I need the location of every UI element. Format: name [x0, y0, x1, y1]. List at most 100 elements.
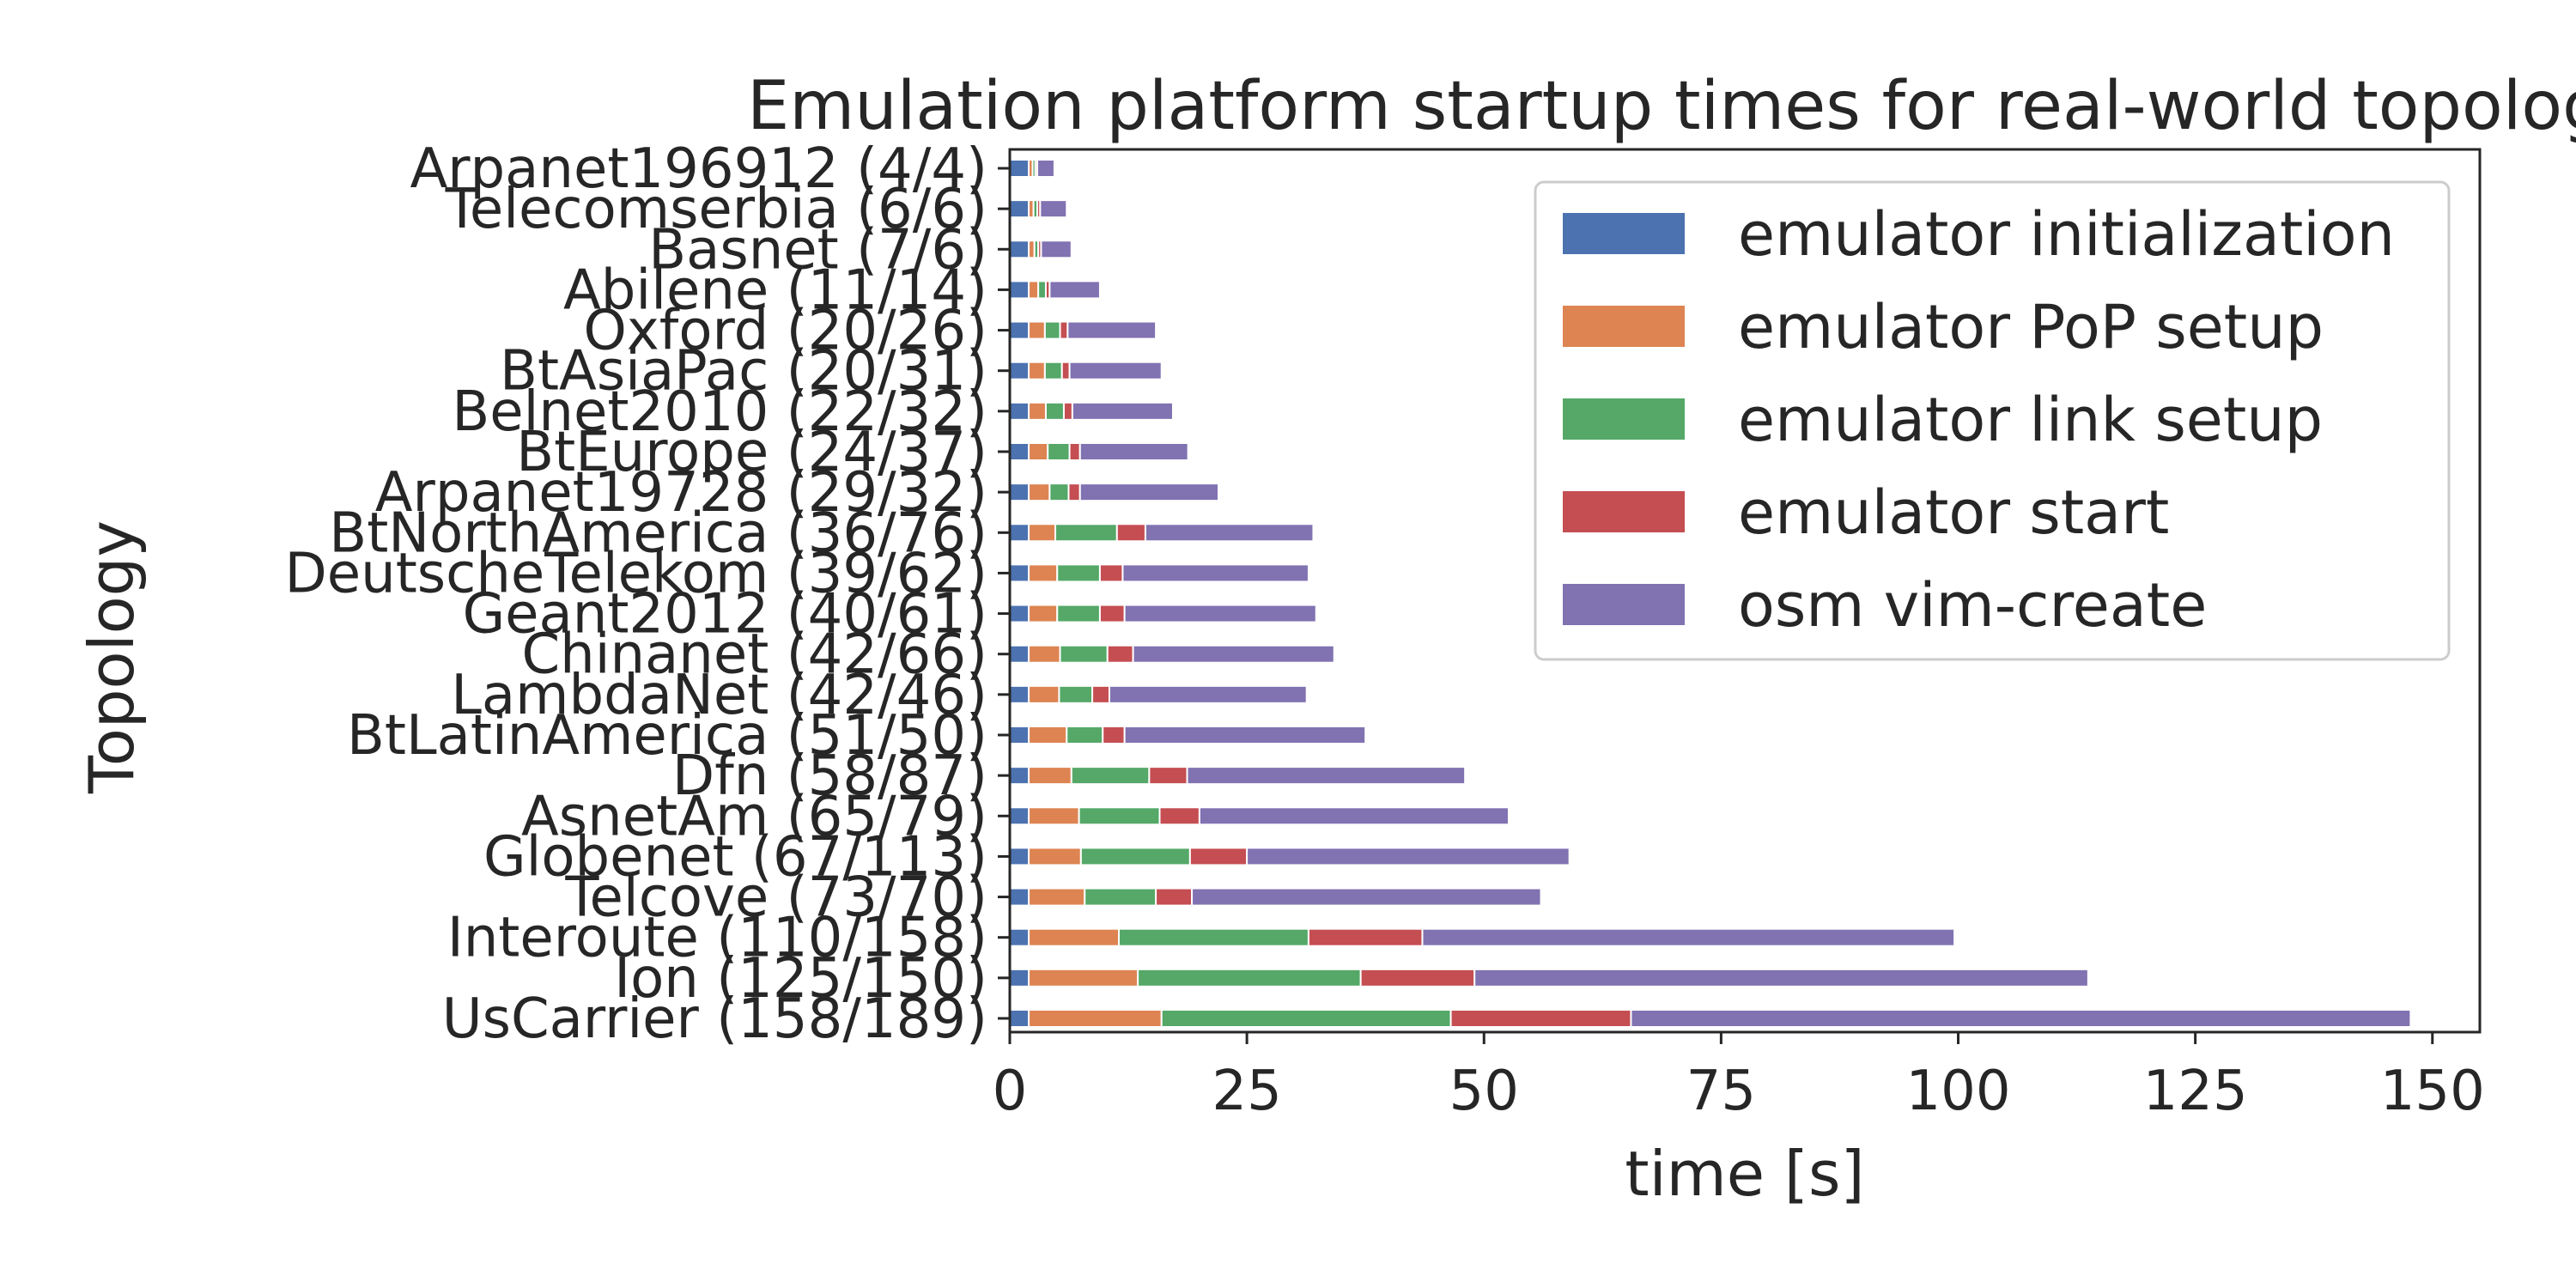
bar-segment-20-4: [1473, 968, 2089, 987]
bar-segment-1-4: [1039, 199, 1068, 219]
legend-swatch: [1563, 213, 1685, 254]
bar-segment-17-2: [1079, 847, 1191, 866]
bar-segment-10-2: [1056, 563, 1101, 583]
y-tick-label: LambdaNet (42/46): [451, 664, 987, 727]
x-tick-label: 125: [2143, 1060, 2248, 1123]
y-tick-label: Interoute (110/158): [447, 907, 987, 970]
bar-segment-9-3: [1115, 523, 1146, 543]
y-tick-label: BtEurope (24/37): [516, 421, 987, 484]
x-tick-label: 150: [2380, 1060, 2485, 1123]
bar-segment-15-0: [1009, 766, 1030, 786]
bar-segment-20-2: [1137, 968, 1362, 987]
bar-segment-7-3: [1068, 442, 1081, 461]
bar-segment-1-0: [1009, 199, 1030, 219]
y-tick-label: AsnetAm (65/79): [521, 785, 987, 848]
legend-swatch: [1563, 398, 1685, 440]
bar-segment-12-0: [1009, 644, 1030, 664]
bar-segment-20-0: [1009, 968, 1030, 987]
bar-segment-18-4: [1191, 887, 1542, 907]
legend-swatch: [1563, 491, 1685, 532]
y-tick-label: Dfn (58/87): [672, 744, 987, 808]
x-axis-ticks: 0 25 50 75 100 125 150: [993, 1032, 2485, 1123]
bar-segment-19-0: [1009, 927, 1030, 947]
bar-segment-21-0: [1009, 1009, 1030, 1028]
bar-segment-17-3: [1188, 847, 1249, 866]
bar-segment-16-4: [1198, 806, 1510, 826]
bar-segment-19-3: [1307, 927, 1424, 947]
bar-segment-2-0: [1009, 240, 1030, 259]
bar-segment-2-4: [1040, 240, 1072, 259]
bar-segment-13-2: [1058, 684, 1094, 704]
bar-segment-10-0: [1009, 563, 1030, 583]
bar-segment-9-4: [1144, 523, 1315, 543]
y-tick-label: UsCarrier (158/189): [442, 987, 987, 1051]
bar-segment-7-2: [1047, 442, 1071, 461]
y-tick-label: Belnet2010 (22/32): [452, 380, 987, 444]
y-tick-label: Oxford (20/26): [584, 300, 987, 363]
bar-segment-11-2: [1056, 604, 1101, 623]
legend-label: emulator start: [1738, 477, 2169, 548]
bar-segment-12-2: [1059, 644, 1109, 664]
bar-segment-5-3: [1060, 361, 1071, 380]
y-tick-label: DeutscheTelekom (39/62): [284, 542, 987, 605]
y-tick-label: Basnet (7/6): [648, 218, 987, 282]
bar-segment-7-1: [1028, 442, 1049, 461]
legend-swatch: [1563, 584, 1685, 625]
bar-segment-7-4: [1078, 442, 1189, 461]
legend: emulator initialization emulator PoP setu…: [1534, 180, 2451, 661]
bar-segment-16-3: [1158, 806, 1200, 826]
bar-segment-15-2: [1070, 766, 1151, 786]
bar-segment-5-0: [1009, 361, 1030, 380]
bar-segment-14-2: [1066, 726, 1104, 744]
bar-segment-9-0: [1009, 523, 1030, 543]
bar-segment-19-4: [1421, 927, 1956, 947]
bar-segment-11-4: [1123, 604, 1317, 623]
bar-segment-21-2: [1160, 1009, 1452, 1028]
bar-segment-10-4: [1121, 563, 1309, 583]
bar-segment-14-1: [1028, 726, 1068, 744]
bar-segment-7-0: [1009, 442, 1030, 461]
bar-segment-13-0: [1009, 684, 1030, 704]
bar-segment-3-4: [1048, 280, 1101, 300]
bar-segment-11-3: [1098, 604, 1126, 623]
bar-segment-4-3: [1059, 320, 1069, 340]
bar-segment-4-1: [1028, 320, 1046, 340]
bar-segment-8-4: [1078, 483, 1219, 502]
bar-segment-6-0: [1009, 401, 1030, 421]
y-tick-label: Ion (125/150): [614, 947, 987, 1011]
bar-segment-13-4: [1108, 684, 1308, 704]
bar-segment-20-3: [1359, 968, 1476, 987]
bar-segment-5-1: [1028, 361, 1046, 380]
bar-segment-5-4: [1068, 361, 1163, 380]
x-tick-label: 50: [1449, 1060, 1519, 1123]
bar-segment-13-3: [1091, 684, 1110, 704]
bar-segment-9-2: [1054, 523, 1118, 543]
y-tick-label: Globenet (67/113): [483, 825, 987, 889]
bar-segment-6-3: [1062, 401, 1073, 421]
x-tick-label: 0: [993, 1060, 1028, 1123]
x-tick-label: 25: [1212, 1060, 1281, 1123]
bar-segment-4-2: [1043, 320, 1061, 340]
bar-segment-10-1: [1028, 563, 1059, 583]
bar-segment-21-1: [1028, 1009, 1163, 1028]
bar-segment-8-3: [1067, 483, 1081, 502]
bar-segment-4-0: [1009, 320, 1030, 340]
bar-segment-11-1: [1028, 604, 1059, 623]
legend-label: emulator link setup: [1738, 385, 2323, 455]
bar-segment-15-1: [1028, 766, 1072, 786]
bar-segment-0-0: [1009, 159, 1030, 178]
bar-segment-8-2: [1048, 483, 1070, 502]
bar-segment-6-1: [1028, 401, 1047, 421]
bar-segment-16-0: [1009, 806, 1030, 826]
y-tick-label: Abilene (11/14): [563, 258, 987, 322]
y-tick-label: Telcove (73/70): [564, 866, 987, 930]
y-axis-ticks: Arpanet196912 (4/4)Telecomserbia (6/6)Ba…: [284, 137, 1010, 1051]
bar-segment-14-0: [1009, 726, 1030, 744]
bar-segment-17-1: [1028, 847, 1082, 866]
bar-segment-4-4: [1066, 320, 1157, 340]
bar-segment-21-3: [1449, 1009, 1632, 1028]
bar-segment-13-1: [1028, 684, 1060, 704]
bar-segment-17-4: [1246, 847, 1571, 866]
x-axis-label: time [s]: [1625, 1138, 1864, 1210]
